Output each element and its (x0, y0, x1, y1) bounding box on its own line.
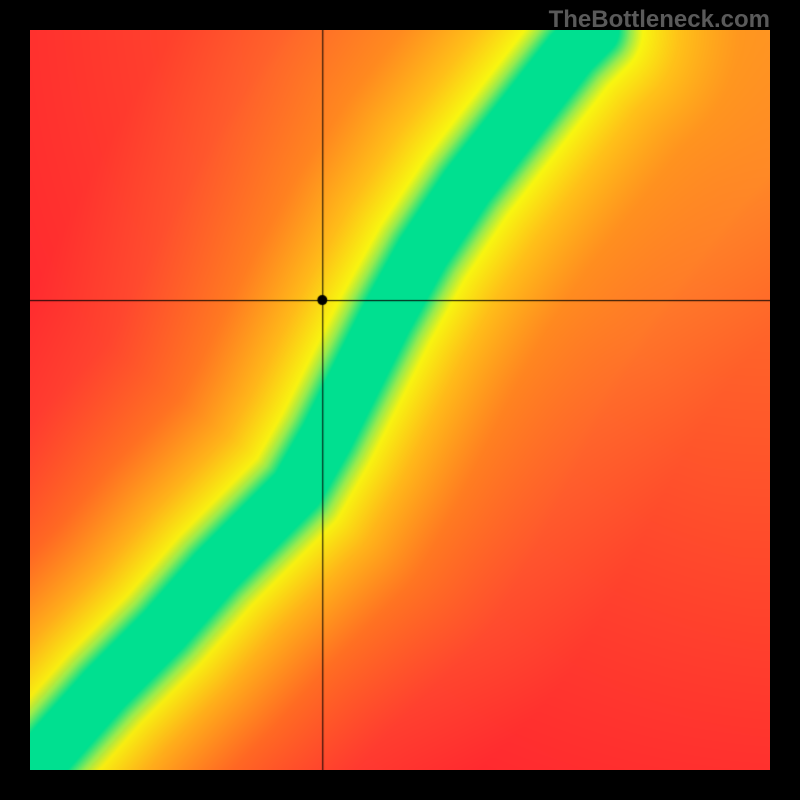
watermark-text: TheBottleneck.com (549, 6, 770, 34)
bottleneck-heatmap (30, 30, 770, 770)
